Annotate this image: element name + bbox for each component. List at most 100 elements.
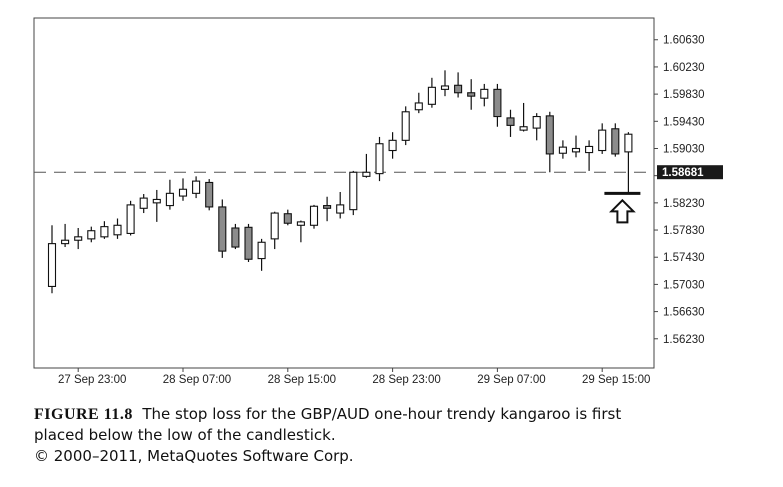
candle-body-bullish [532,115,541,129]
candle [139,194,148,214]
candle-body-bearish [231,227,240,248]
candle-body-bullish [257,241,266,260]
candle-body-bullish [61,239,70,245]
y-tick-label: 1.56230 [663,334,705,346]
candle-body-bearish [467,92,476,97]
candle-body-bullish [336,204,345,214]
candle [309,204,319,229]
candle-body-bullish [519,126,528,131]
y-axis: 1.60630 1.60230 1.59830 1.59430 1.59030 1.586… [654,35,705,346]
x-tick-label: 28 Sep 23:00 [372,374,440,386]
candle-body-bullish [480,88,489,99]
y-tick-label: 1.60230 [663,62,705,74]
candle [506,109,515,137]
candle-body-bullish [571,147,581,153]
caption-text-line-1: The stop loss for the GBP/AUD one-hour t… [142,405,622,423]
up-arrow-icon [608,198,636,224]
candle-body-bearish [493,88,502,118]
candle [585,140,594,171]
plot-area [33,17,655,369]
candle-body-bullish [401,111,410,141]
candle [257,238,266,271]
price-tag-box [657,165,723,180]
candle-body-bearish [283,213,292,224]
candle [218,199,227,258]
candle [519,102,528,132]
candle [388,132,397,159]
candle-body-bullish [100,226,109,238]
candle [296,220,305,243]
candle [440,70,450,97]
stop-marker [604,191,641,224]
candle-body-bullish [598,129,607,152]
candle-body-bullish [414,102,423,111]
candle [611,123,620,157]
x-tick-label: 29 Sep 07:00 [477,374,545,386]
candle [545,111,554,173]
candle [126,200,135,236]
candle [244,223,253,262]
candle-body-bullish [192,180,201,194]
x-axis: 27 Sep 23:00 28 Sep 07:00 28 Sep 15:00 28 S… [58,368,650,386]
candle-body-bullish [349,171,358,211]
figure-label: FIGURE 11.8 [34,406,133,423]
candle-body-bearish [545,115,554,155]
candle [467,79,476,110]
candle-body-bullish [178,188,188,197]
candle [375,136,384,182]
current-price-tag: 1.58681 [657,165,723,180]
candle [74,228,83,250]
candle-body-bearish [506,117,515,126]
candle [558,140,567,159]
caption-line-1: FIGURE 11.8 The stop loss for the GBP/AU… [34,404,774,425]
y-tick-label: 1.58230 [663,198,705,210]
candle-body-bullish [296,221,305,226]
candle [47,225,57,294]
candle-body-bearish [244,226,253,260]
candle-body-bearish [218,206,227,252]
candle-body-bullish [427,86,436,105]
y-tick-label: 1.59830 [663,89,705,101]
candle [336,191,345,219]
candle [270,211,279,250]
candle [152,189,161,222]
candle-body-bullish [309,205,319,226]
candle [414,92,423,114]
candle-body-bullish [388,139,397,152]
x-tick-label: 29 Sep 15:00 [582,374,650,386]
candle [283,209,292,226]
candle [87,226,96,243]
candle-body-bullish [152,198,161,204]
y-tick-label: 1.59430 [663,116,705,128]
candle [598,123,607,154]
caption-copyright: © 2000–2011, MetaQuotes Software Corp. [34,447,354,465]
candles [47,70,633,294]
candle-body-bullish [87,230,96,240]
candle-body-bearish [323,205,332,209]
y-tick-label: 1.56630 [663,307,705,319]
candle-body-bullish [113,224,122,236]
candle [362,153,371,178]
candle [480,83,489,107]
candle [178,178,188,201]
y-tick-label: 1.60630 [663,35,705,47]
candle-body-bullish [165,192,174,207]
candle-body-bullish [624,133,633,153]
candle-body-bullish [440,85,450,90]
candle [349,170,358,216]
candle [624,132,633,194]
x-tick-label: 27 Sep 23:00 [58,374,126,386]
candle [113,218,122,239]
candle-body-bullish [270,212,279,240]
candle [401,106,410,146]
candle-body-bullish [362,171,371,177]
candle [100,221,109,239]
candlestick-chart: 1.60630 1.60230 1.59830 1.59430 1.59030 1.586… [33,17,723,386]
candle [165,179,174,210]
candle-body-bullish [47,243,57,287]
candle-body-bullish [375,143,384,175]
price-tag-label: 1.58681 [662,167,704,179]
y-tick-label: 1.57830 [663,225,705,237]
candle-body-bullish [585,145,594,154]
y-tick-label: 1.57030 [663,279,705,291]
